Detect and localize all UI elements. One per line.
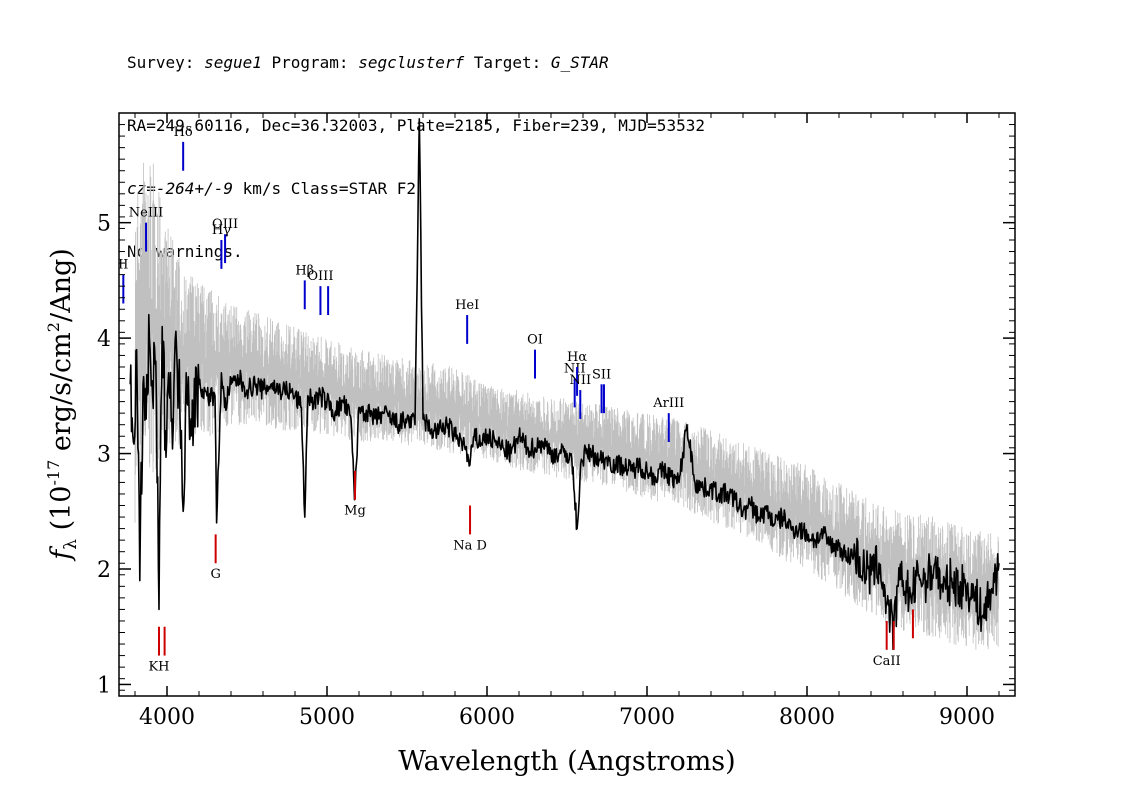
spectral-line-label: OIII xyxy=(212,217,238,232)
spectrum-header: Survey: segue1 Program: segclusterf Targ… xyxy=(127,10,705,283)
header-line-cz: cz=-264+/-9 km/s Class=STAR F2 xyxy=(127,178,705,199)
x-tick-label: 9000 xyxy=(939,705,995,730)
spectral-line-label: Hδ xyxy=(174,125,193,140)
spectral-line-label: OIII xyxy=(307,269,333,284)
spectral-line-label: Na D xyxy=(453,538,487,553)
spectral-line-label: ArIII xyxy=(652,396,684,411)
spectral-line-label: II xyxy=(118,258,128,273)
x-axis-title: Wavelength (Angstroms) xyxy=(398,746,735,777)
cz-label: cz= xyxy=(127,179,156,198)
y-axis-title: fλ (10-17 erg/s/cm2/Ang) xyxy=(44,248,81,562)
program-label: Program: xyxy=(261,53,359,72)
spectral-line-label: CaII xyxy=(873,654,901,669)
spectral-line-label: Hγ xyxy=(212,223,231,238)
spectral-line-label: G xyxy=(210,567,220,582)
x-tick-label: 4000 xyxy=(139,705,195,730)
flux-layer xyxy=(129,118,1000,651)
x-tick-label: 6000 xyxy=(459,705,515,730)
spectral-line-label: NeIII xyxy=(129,206,163,221)
y-tick-label: 3 xyxy=(97,443,111,468)
spectral-line-label: Hα xyxy=(567,350,587,365)
cz-value: -264+/-9 xyxy=(155,179,233,198)
spectral-line-label: Mg xyxy=(344,504,366,519)
survey-label: Survey: xyxy=(127,53,205,72)
survey-value: segue1 xyxy=(204,53,262,72)
y-tick-label: 1 xyxy=(97,673,111,698)
program-value: segclusterf xyxy=(358,53,465,72)
spectral-line-label: HeI xyxy=(455,298,479,313)
header-line-coords: RA=249.60116, Dec=36.32003, Plate=2185, … xyxy=(127,116,705,135)
plot-frame xyxy=(118,112,1016,697)
header-line-survey: Survey: segue1 Program: segclusterf Targ… xyxy=(127,52,705,73)
x-tick-label: 7000 xyxy=(619,705,675,730)
axis-ticks-layer: 4000 5000 6000 7000 8000 9000 1 2 3 4 5 xyxy=(97,112,1015,730)
class-text: km/s Class=STAR F2 xyxy=(232,179,416,198)
x-tick-label: 8000 xyxy=(779,705,835,730)
target-label: Target: xyxy=(464,53,551,72)
y-axis-title-mid: erg/s/cm xyxy=(46,332,77,460)
target-value: G_STAR xyxy=(550,53,609,72)
y-axis-title-end: /Ang) xyxy=(46,248,77,322)
y-axis-title-exp2: 2 xyxy=(44,322,63,332)
spectral-line-label: Hβ xyxy=(295,263,314,278)
y-axis-title-main: (10 xyxy=(46,486,77,539)
spectral-line-label: NII xyxy=(564,362,586,377)
y-tick-label: 2 xyxy=(97,558,111,583)
spectral-line-label: OI xyxy=(527,333,543,348)
y-axis-title-exp: -17 xyxy=(44,460,63,486)
spectral-line-label: NII xyxy=(569,373,591,388)
flux-line xyxy=(129,118,1000,651)
spectral-line-label: KH xyxy=(148,660,169,675)
y-tick-label: 4 xyxy=(97,327,111,352)
x-tick-label: 5000 xyxy=(299,705,355,730)
y-tick-label: 5 xyxy=(97,212,111,237)
spectral-line-label: SII xyxy=(592,367,611,382)
y-axis-title-sub: λ xyxy=(61,539,81,550)
